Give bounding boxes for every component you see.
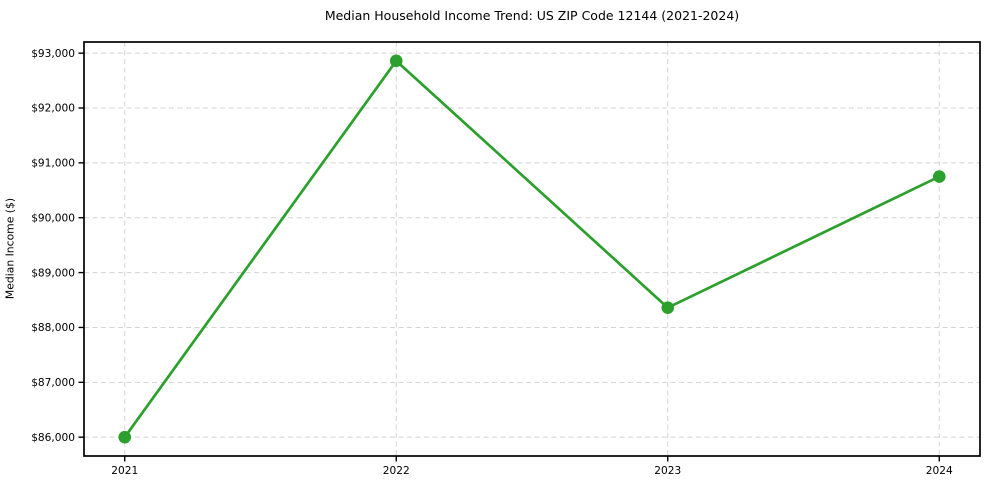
y-tick-label: $86,000 — [31, 432, 75, 444]
plot-border — [83, 41, 981, 457]
y-tick-label: $93,000 — [31, 48, 75, 60]
y-tick-label: $91,000 — [31, 158, 75, 170]
x-tick-label: 2022 — [383, 465, 410, 477]
y-tick-label: $90,000 — [31, 212, 75, 224]
data-point-marker — [932, 170, 946, 183]
trend-line — [123, 59, 941, 439]
y-tick-label: $88,000 — [31, 322, 75, 334]
data-point-marker — [118, 430, 132, 444]
y-tick-label: $87,000 — [31, 377, 75, 389]
y-tick-label: $89,000 — [31, 267, 75, 279]
x-tick-label: 2021 — [111, 465, 138, 477]
chart-title: Median Household Income Trend: US ZIP Co… — [324, 8, 740, 23]
x-tick-label: 2024 — [926, 465, 953, 477]
data-point-marker — [661, 301, 675, 315]
y-tick-label: $92,000 — [31, 103, 75, 115]
x-tick-label: 2023 — [654, 465, 681, 477]
data-point-marker — [389, 54, 403, 68]
